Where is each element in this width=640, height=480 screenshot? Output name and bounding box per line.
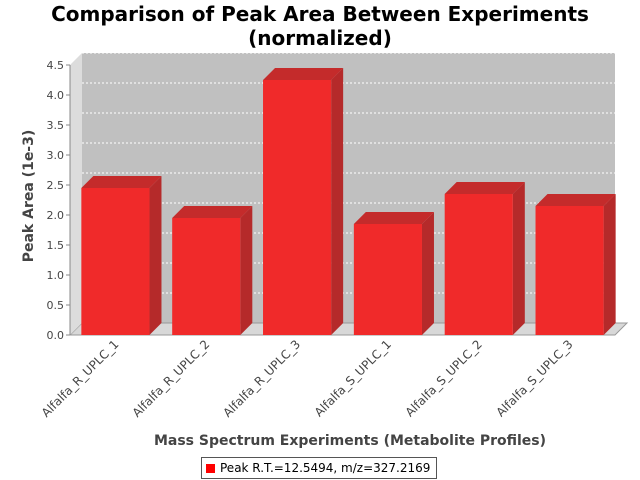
legend: Peak R.T.=12.5494, m/z=327.2169: [201, 457, 438, 479]
chart-subtitle: (normalized): [248, 26, 392, 50]
legend-label: Peak R.T.=12.5494, m/z=327.2169: [220, 461, 431, 475]
bar-front: [81, 188, 150, 335]
bar: [81, 176, 162, 335]
chart-title: Comparison of Peak Area Between Experime…: [0, 2, 640, 50]
y-axis: 0.0 0.5 1.0 1.5 2.0 2.5 3.0 3.5 4.0 4.5: [47, 59, 71, 342]
bar: [172, 206, 253, 335]
bar-top: [81, 176, 162, 188]
y-tick-label: 3.0: [47, 149, 65, 162]
y-tick-label: 4.5: [47, 59, 65, 72]
y-tick-label: 2.0: [47, 209, 65, 222]
y-axis-label: Peak Area (1e-3): [21, 130, 37, 263]
bar-top: [444, 182, 525, 194]
y-tick-label: 2.5: [47, 179, 65, 192]
x-tick-label: Alfalfa_R_UPLC_1: [39, 337, 122, 420]
x-axis-label: Mass Spectrum Experiments (Metabolite Pr…: [154, 433, 546, 449]
x-axis: Alfalfa_R_UPLC_1 Alfalfa_R_UPLC_2 Alfalfa_…: [39, 337, 576, 420]
bar-side: [331, 68, 344, 335]
x-tick-label: Alfalfa_S_UPLC_2: [403, 337, 485, 419]
bar-front: [172, 218, 241, 335]
y-tick-label: 1.5: [47, 239, 65, 252]
bars: [81, 68, 616, 335]
y-tick-label: 4.0: [47, 89, 65, 102]
bar-side: [421, 212, 434, 335]
bar-front: [353, 224, 422, 335]
bar-top: [172, 206, 253, 218]
bar: [444, 182, 525, 335]
bar-front: [535, 206, 604, 335]
y-tick-label: 0.0: [47, 329, 65, 342]
bar-side: [512, 182, 525, 335]
x-tick-label: Alfalfa_R_UPLC_2: [130, 337, 213, 420]
bar-top: [263, 68, 344, 80]
plot-wall: [82, 53, 615, 323]
chart-title-main: Comparison of Peak Area Between Experime…: [51, 2, 589, 26]
x-tick-label: Alfalfa_S_UPLC_3: [493, 337, 575, 419]
x-tick-label: Alfalfa_R_UPLC_3: [220, 337, 303, 420]
bar-front: [263, 80, 332, 335]
bar-front: [444, 194, 513, 335]
bar: [263, 68, 344, 335]
y-tick-label: 0.5: [47, 299, 65, 312]
plot-left-wall: [70, 53, 82, 335]
y-tick-label: 3.5: [47, 119, 65, 132]
bar: [535, 194, 616, 335]
y-tick-label: 1.0: [47, 269, 65, 282]
x-tick-label: Alfalfa_S_UPLC_1: [312, 337, 394, 419]
legend-swatch: [206, 463, 215, 473]
bar-side: [240, 206, 253, 335]
bar-side: [149, 176, 162, 335]
bar-side: [603, 194, 616, 335]
bar: [353, 212, 434, 335]
bar-top: [535, 194, 616, 206]
bar-top: [353, 212, 434, 224]
